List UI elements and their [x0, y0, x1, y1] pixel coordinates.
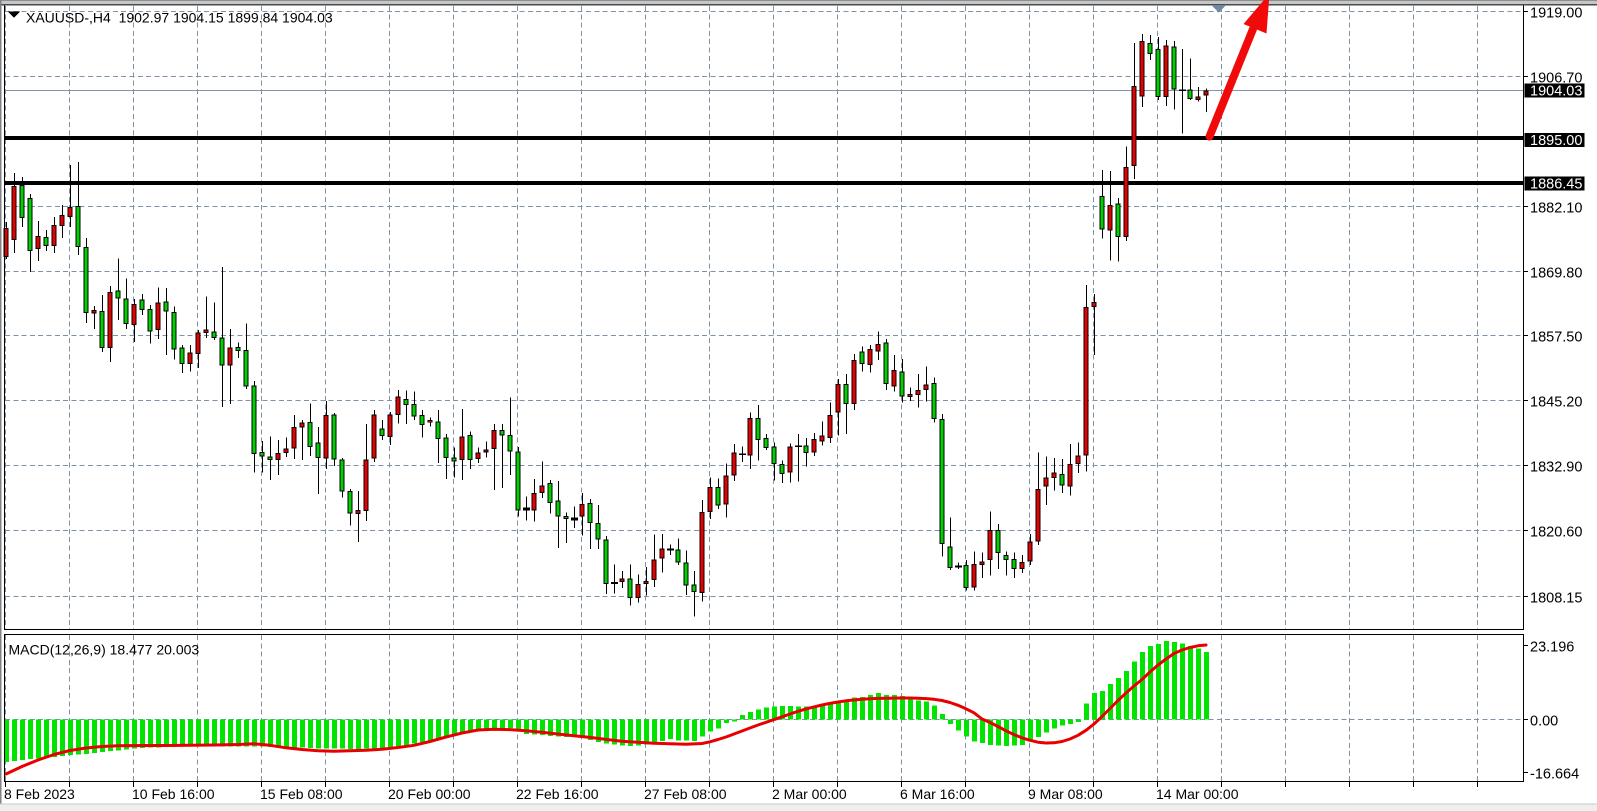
svg-text:XAUUSD-,H4 1902.97 1904.15 18: XAUUSD-,H4 1902.97 1904.15 1899.84 1904.…	[26, 10, 333, 26]
svg-text:1808.15: 1808.15	[1530, 591, 1582, 607]
svg-text:23.196: 23.196	[1530, 640, 1574, 656]
svg-text:9 Mar 08:00: 9 Mar 08:00	[1028, 786, 1103, 802]
svg-text:1906.70: 1906.70	[1530, 71, 1582, 87]
svg-text:1919.00: 1919.00	[1530, 6, 1582, 22]
svg-text:1845.20: 1845.20	[1530, 395, 1582, 411]
svg-text:MACD(12,26,9) 18.477 20.003: MACD(12,26,9) 18.477 20.003	[9, 642, 200, 658]
svg-text:27 Feb 08:00: 27 Feb 08:00	[644, 786, 727, 802]
svg-text:10 Feb 16:00: 10 Feb 16:00	[132, 786, 215, 802]
svg-text:1882.10: 1882.10	[1530, 201, 1582, 217]
svg-text:15 Feb 08:00: 15 Feb 08:00	[260, 786, 343, 802]
svg-text:1857.50: 1857.50	[1530, 330, 1582, 346]
svg-text:1869.80: 1869.80	[1530, 266, 1582, 282]
svg-text:1904.03: 1904.03	[1530, 84, 1582, 100]
svg-text:6 Mar 16:00: 6 Mar 16:00	[900, 786, 975, 802]
svg-text:2 Mar 00:00: 2 Mar 00:00	[772, 786, 847, 802]
svg-text:14 Mar 00:00: 14 Mar 00:00	[1156, 786, 1239, 802]
svg-text:22 Feb 16:00: 22 Feb 16:00	[516, 786, 599, 802]
svg-text:0.00: 0.00	[1530, 714, 1558, 730]
svg-text:1832.90: 1832.90	[1530, 460, 1582, 476]
svg-text:8 Feb 2023: 8 Feb 2023	[4, 786, 75, 802]
svg-text:1886.45: 1886.45	[1530, 177, 1582, 193]
svg-text:20 Feb 00:00: 20 Feb 00:00	[388, 786, 471, 802]
svg-text:1820.60: 1820.60	[1530, 525, 1582, 541]
svg-text:-16.664: -16.664	[1530, 767, 1579, 783]
svg-text:1895.00: 1895.00	[1530, 133, 1582, 149]
